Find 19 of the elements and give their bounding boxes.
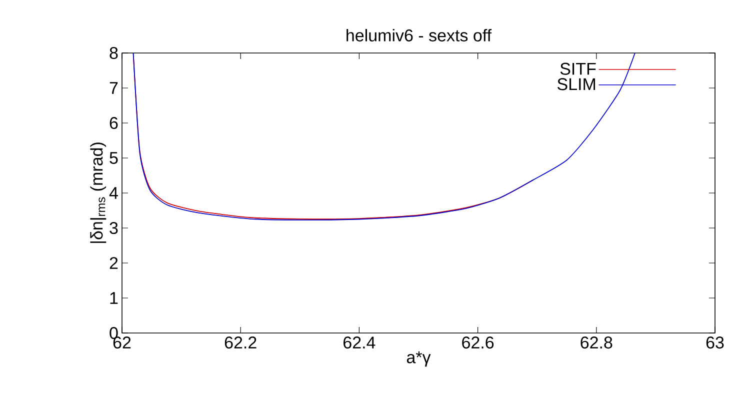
x-axis-title: a*γ [406,351,431,367]
x-tick-label: 63 [706,336,724,349]
legend-label: SITF [560,62,596,75]
y-tick-label: 7 [110,82,118,94]
legend-label: SLIM [558,78,596,90]
x-tick-label: 62 [113,336,131,349]
y-tick-label: 2 [110,257,118,269]
x-tick-label: 62.8 [580,336,612,349]
y-tick-label: 8 [110,46,118,60]
y-tick-label: 1 [110,292,118,304]
x-tick-label: 62.4 [344,336,376,349]
chart-title: helumiv6 - sexts off [346,28,492,42]
y-tick-label: 6 [110,116,118,130]
x-tick-label: 62.6 [462,336,494,349]
y-tick-label: 4 [109,187,118,199]
y-axis-title: |δn|$_{rms}$ (mrad) [90,142,106,243]
y-tick-label: 3 [110,222,118,234]
x-tick-label: 62.2 [224,336,256,349]
y-tick-label: 5 [110,152,118,164]
